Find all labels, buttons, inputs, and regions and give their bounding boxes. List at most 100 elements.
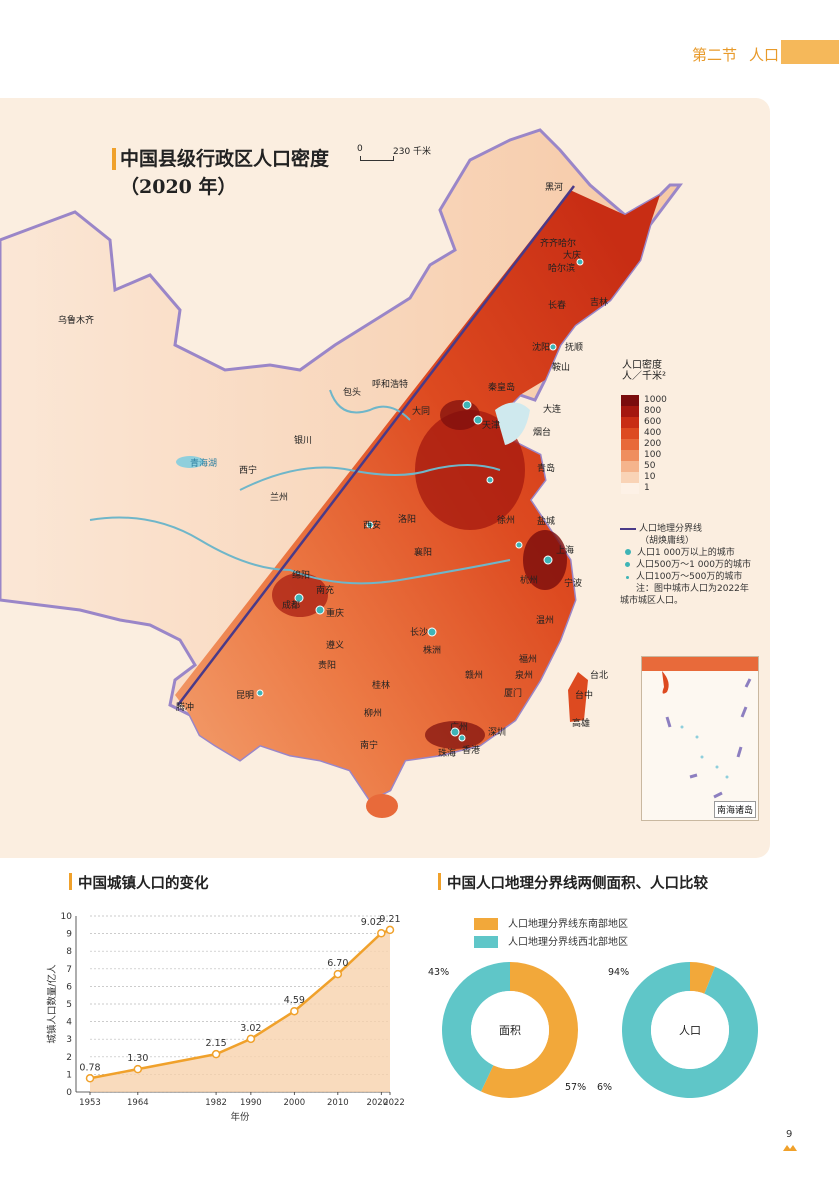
header-accent-bar [781, 40, 839, 64]
donut-hole [651, 991, 729, 1069]
place-zhuzhou: 株洲 [423, 646, 442, 656]
scale-value: 230 千米 [393, 147, 432, 157]
urban-title-text: 中国城镇人口的变化 [78, 875, 209, 892]
data-point [290, 1006, 299, 1016]
donut-center-label: 人口 [679, 1024, 701, 1037]
section-label: 第二节 [692, 46, 738, 64]
place-shenyang: 沈阳 [532, 343, 551, 353]
legend-class-label: 800 [644, 406, 662, 416]
place-xiamen: 厦门 [504, 689, 523, 699]
place-yinchuan: 银川 [294, 436, 313, 446]
page-number: 9 [786, 1129, 793, 1140]
place-yancheng: 盐城 [537, 517, 556, 527]
compare-chart-title: 中国人口地理分界线两侧面积、人口比较 [438, 872, 708, 893]
map-title: 中国县级行政区人口密度 （2020 年） [112, 145, 330, 201]
y-tick-label: 2 [66, 1053, 72, 1063]
data-label: 1.30 [127, 1053, 148, 1064]
donut-value-label: 57% [565, 1082, 586, 1093]
place-guiyang: 贵阳 [318, 661, 337, 671]
data-point [385, 925, 395, 935]
legend-se-row: 人口地理分界线东南部地区 [474, 916, 628, 934]
legend-swatch [621, 406, 639, 417]
legend-class-label: 10 [644, 472, 656, 482]
place-anshan: 鞍山 [552, 363, 571, 373]
place-guilin: 桂林 [372, 681, 391, 691]
legend-note2: 城市城区人口。 [620, 596, 684, 606]
urban-title-bar [69, 873, 72, 890]
place-guangzhou: 广州 [450, 723, 469, 733]
legend-class-label: 100 [644, 450, 662, 460]
legend-title-line2: 人／千米² [622, 371, 667, 382]
x-axis-label: 年份 [230, 1111, 250, 1123]
place-xining: 西宁 [239, 466, 258, 476]
place-harbin: 哈尔滨 [548, 264, 576, 274]
y-tick-label: 5 [66, 1000, 72, 1010]
compare-donut-charts: 面积 43% 57% 人口 94% 6% [428, 962, 758, 1098]
donut-value-label: 94% [608, 967, 629, 978]
place-qinghaihu: 青海湖 [190, 459, 218, 469]
x-tick-label: 1953 [79, 1098, 101, 1108]
x-tick-label: 2020 [366, 1098, 388, 1108]
y-tick-label: 6 [66, 982, 72, 992]
legend-se-label: 人口地理分界线东南部地区 [508, 919, 628, 930]
map-title-line2: （2020 年） [120, 176, 237, 198]
data-label: 9.02 [361, 917, 382, 928]
legend-city3-row: 人口100万～500万的城市 [620, 571, 751, 583]
place-shenzhen: 深圳 [488, 728, 507, 738]
place-yantai: 烟台 [533, 428, 552, 438]
place-nanning: 南宁 [360, 741, 379, 751]
place-hangzhou: 杭州 [520, 576, 539, 586]
legend-class-label: 1 [644, 483, 650, 493]
legend-city1-row: 人口1 000万以上的城市 [620, 547, 751, 559]
data-point [333, 969, 343, 979]
legend-line-sub: （胡焕庸线） [640, 536, 695, 546]
legend-nw-label: 人口地理分界线西北部地区 [508, 937, 628, 948]
place-xianggang: 香港 [462, 746, 481, 756]
donut-slice [441, 962, 510, 1092]
place-mianyang: 绵阳 [292, 571, 311, 581]
legend-swatch [621, 395, 639, 406]
data-label: 3.02 [240, 1023, 261, 1034]
south-china-sea-inset: 南海诸岛 [641, 656, 759, 821]
place-wenzhou: 温州 [536, 616, 555, 626]
legend-city1: 人口1 000万以上的城市 [637, 548, 735, 558]
donut-slice [622, 962, 758, 1098]
legend-city2: 人口500万～1 000万的城市 [636, 560, 751, 570]
data-label: 9.21 [379, 914, 400, 925]
place-ningbo: 宁波 [564, 579, 583, 589]
place-shanghai: 上海 [556, 546, 575, 556]
place-daqing: 大庆 [563, 251, 582, 261]
data-point [377, 928, 386, 938]
section-topic: 人口 [749, 46, 780, 64]
data-point [246, 1034, 256, 1044]
legend-line-label: 人口地理分界线 [639, 524, 703, 534]
compare-title-bar [438, 873, 441, 890]
scale-bar [360, 156, 394, 161]
y-tick-label: 1 [66, 1070, 72, 1080]
place-quanzhou: 泉州 [515, 671, 534, 681]
place-gaoxiong: 高雄 [572, 719, 591, 729]
scale-zero: 0 [357, 144, 363, 154]
legend-notes: 人口地理分界线 （胡焕庸线） 人口1 000万以上的城市 人口500万～1 00… [620, 523, 751, 607]
place-heihe: 黑河 [545, 183, 564, 193]
place-hohhot: 呼和浩特 [372, 380, 409, 390]
place-taibei: 台北 [590, 671, 609, 681]
donut-value-label: 43% [428, 967, 449, 978]
map-title-line1: 中国县级行政区人口密度 [120, 148, 330, 170]
place-fuzhou: 福州 [519, 655, 538, 665]
x-tick-label: 1990 [240, 1098, 262, 1108]
legend-city2-row: 人口500万～1 000万的城市 [620, 559, 751, 571]
legend-title-line1: 人口密度 [622, 360, 662, 371]
legend-swatch [621, 439, 639, 450]
y-tick-label: 0 [66, 1088, 72, 1098]
place-liuzhou: 柳州 [364, 709, 383, 719]
east-dense-region [175, 190, 660, 800]
y-tick-label: 8 [66, 947, 72, 957]
place-zhuhai: 珠海 [438, 749, 457, 759]
x-tick-label: 2000 [284, 1098, 306, 1108]
map-panel: 中国县级行政区人口密度 （2020 年） 0 230 千米 黑河 齐齐哈尔 大庆… [0, 98, 770, 858]
data-label: 4.59 [284, 995, 305, 1006]
data-point [85, 1074, 95, 1083]
place-datong: 大同 [412, 407, 431, 417]
y-tick-label: 9 [66, 930, 72, 940]
